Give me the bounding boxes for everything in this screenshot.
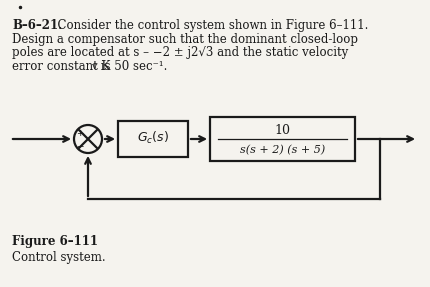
Text: error constant K: error constant K [12, 59, 111, 73]
FancyBboxPatch shape [118, 121, 188, 157]
Text: Control system.: Control system. [12, 251, 106, 264]
FancyBboxPatch shape [210, 117, 355, 161]
Text: +: + [76, 129, 83, 137]
Text: poles are located at s – −2 ± j2√3 and the static velocity: poles are located at s – −2 ± j2√3 and t… [12, 46, 348, 59]
Text: is 50 sec⁻¹.: is 50 sec⁻¹. [97, 59, 167, 73]
Text: Consider the control system shown in Figure 6–111.: Consider the control system shown in Fig… [50, 19, 369, 32]
Text: v: v [91, 62, 96, 71]
Text: 10: 10 [274, 125, 291, 137]
Text: −: − [76, 141, 83, 150]
Text: Figure 6–111: Figure 6–111 [12, 235, 98, 248]
Text: Design a compensator such that the dominant closed-loop: Design a compensator such that the domin… [12, 32, 358, 46]
Text: s(s + 2) (s + 5): s(s + 2) (s + 5) [240, 145, 325, 155]
Text: B–6–21.: B–6–21. [12, 19, 62, 32]
Text: $G_c(s)$: $G_c(s)$ [137, 130, 169, 146]
